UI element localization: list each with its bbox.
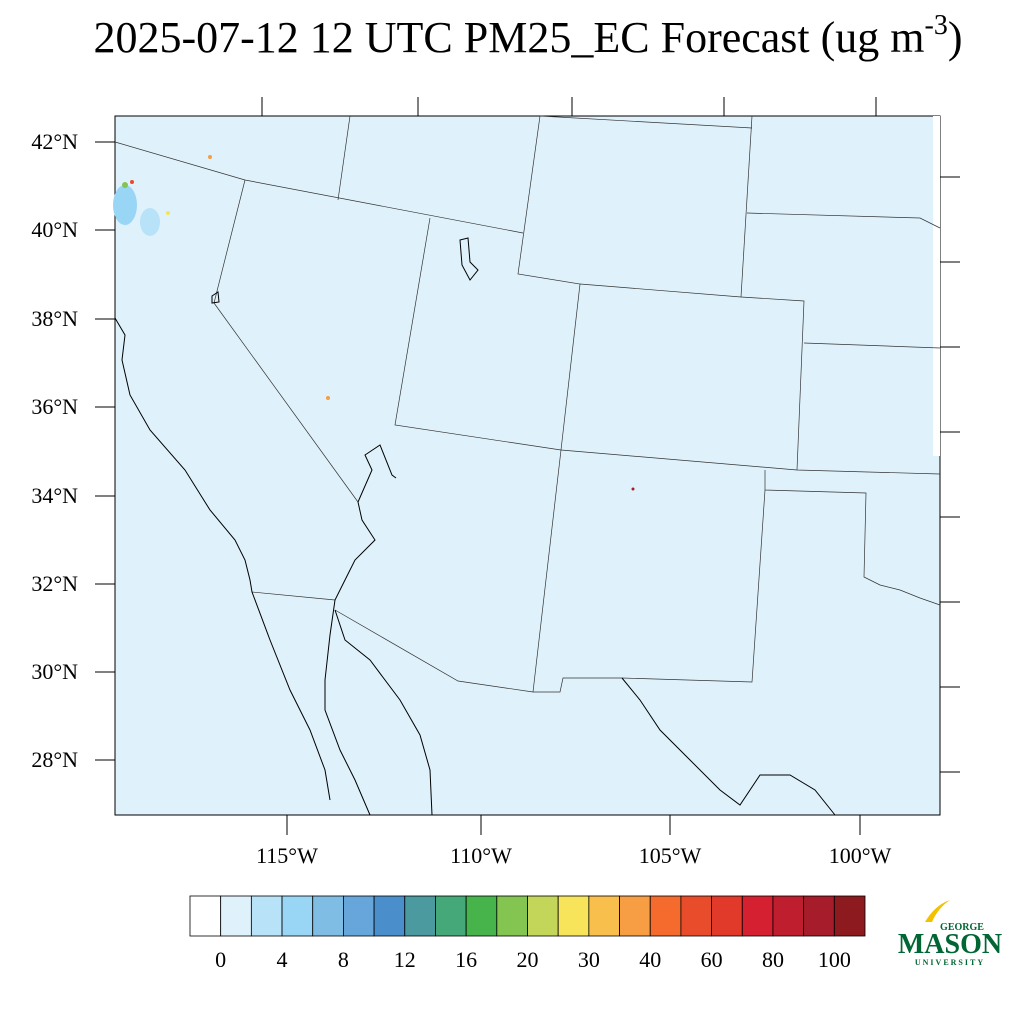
colorbar-box [619,895,651,937]
colorbar-label: 30 [578,947,600,972]
colorbar-box [741,895,774,937]
plumes [113,155,635,491]
lon-label: 100°W [829,843,892,868]
lon-label: 110°W [450,843,512,868]
title-end: ) [948,13,963,62]
logo-bottom: UNIVERSITY [915,958,985,967]
border [251,591,336,601]
colorbar-box [373,895,406,937]
coast [334,609,433,816]
map-edge [933,116,940,456]
colorbar-label: 60 [701,947,723,972]
colorbar-label: 20 [517,947,539,972]
border [740,115,753,298]
lat-label: 32°N [31,571,78,596]
lon-label: 105°W [639,843,702,868]
colorbar-box [220,895,252,937]
colorbar-box [557,895,590,937]
logo: GEORGE MASON UNIVERSITY [898,900,1002,967]
title-superscript: -3 [925,10,948,41]
lat-label: 40°N [31,217,78,242]
colorbar-box [803,895,835,937]
plume [208,155,212,159]
coast [357,444,397,503]
colorbar-box [588,895,620,937]
colorbar-box [833,895,866,937]
border [746,212,941,229]
lat-label: 36°N [31,394,78,419]
colorbar-box [281,895,314,937]
ticks: 42°N 40°N 38°N 36°N 34°N 32°N 30°N 28°N 115°W 110… [31,97,960,868]
plume [113,185,137,225]
border [334,489,766,693]
colorbar-label: 4 [277,947,288,972]
colorbar-label: 100 [818,947,851,972]
map: 42°N 40°N 38°N 36°N 34°N 32°N 30°N 28°N 115°W 110… [31,97,960,868]
colorbar-box [404,895,436,937]
border [579,283,805,471]
plume [130,180,134,184]
colorbar-box [343,895,375,937]
colorbar-box [527,895,559,937]
colorbar-box [435,895,467,937]
lake [211,291,220,304]
colorbar-box [312,895,344,937]
coast [324,501,376,816]
colorbar-label: 40 [639,947,661,972]
lat-label: 34°N [31,483,78,508]
colorbar-label: 0 [215,947,226,972]
colorbar-label: 16 [455,947,477,972]
border [764,470,941,606]
border [539,115,753,129]
lat-label: 38°N [31,306,78,331]
state-borders [114,115,941,693]
coast [114,317,331,801]
lake [459,237,479,281]
map-background [114,115,941,816]
title-main: 2025-07-12 12 UTC PM25_EC Forecast (ug m [93,13,924,62]
colorbar-box [711,895,743,937]
colorbar-label: 8 [338,947,349,972]
lat-label: 42°N [31,129,78,154]
plume [140,208,160,236]
colorbar-box [189,895,222,937]
colorbar-label: 80 [762,947,784,972]
border [337,115,351,201]
lon-label: 115°W [256,843,318,868]
colorbar-box [250,895,283,937]
colorbar: 0 4 8 12 16 20 30 40 60 80 100 [189,895,866,972]
title: 2025-07-12 12 UTC PM25_EC Forecast (ug m… [93,10,962,62]
colorbar-box [496,895,528,937]
border [803,342,941,349]
coast [621,677,836,816]
plume [166,211,170,215]
colorbar-label: 12 [394,947,416,972]
plume [631,487,635,491]
colorbar-box [680,895,712,937]
logo-name: MASON [898,929,1002,960]
lat-label: 30°N [31,659,78,684]
coastline [114,237,836,816]
logo-top: GEORGE [940,922,984,933]
lat-label: 28°N [31,747,78,772]
plume [326,396,330,400]
colorbar-box [649,895,682,937]
colorbar-box [772,895,805,937]
colorbar-box [465,895,498,937]
plume [122,182,128,188]
logo-mark [925,900,950,922]
